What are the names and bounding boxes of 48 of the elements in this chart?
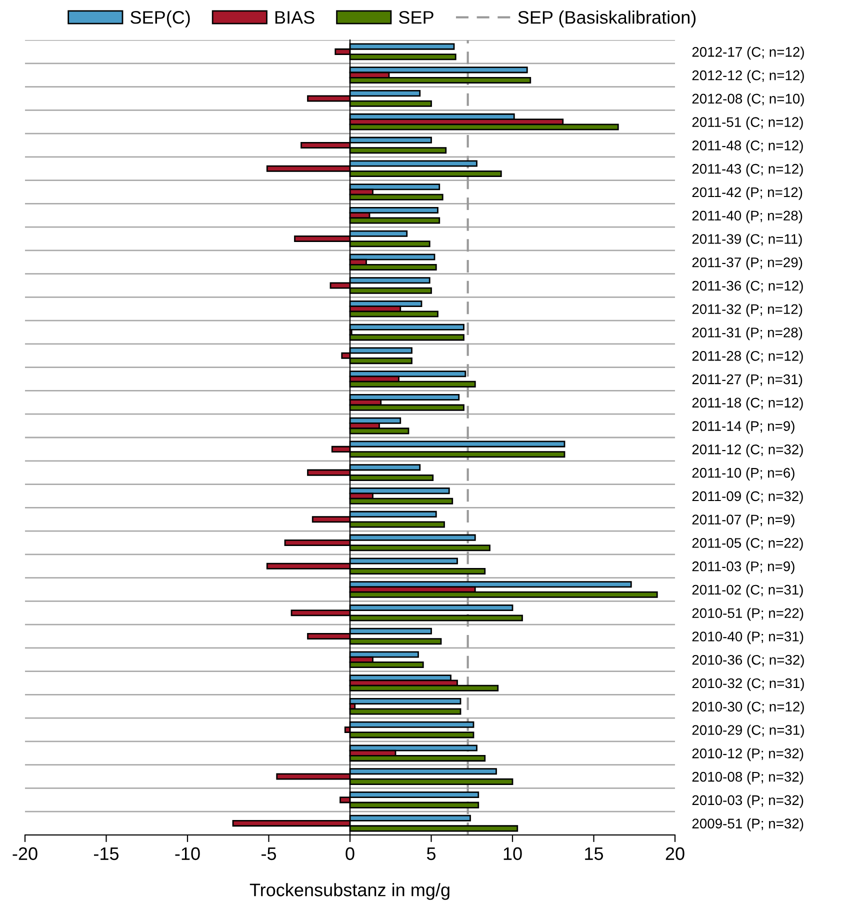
x-tick-label: 0	[346, 847, 354, 860]
y-tick-label: 2011-42 (P; n=12)	[692, 186, 802, 200]
y-tick-label: 2011-39 (C; n=11)	[692, 234, 802, 247]
y-tick-label: 2011-12 (C; n=32)	[692, 444, 803, 458]
y-tick-label: 2011-51 (C; n=12)	[692, 116, 803, 130]
y-tick-label: 2011-37 (P; n=29)	[692, 257, 802, 270]
y-tick-label: 2011-32 (P; n=12)	[692, 304, 802, 317]
x-tick-label: 20	[666, 847, 684, 860]
y-tick-label: 2011-43 (C; n=12)	[692, 164, 803, 177]
y-tick-label: 2010-03 (P; n=32)	[692, 794, 804, 808]
y-tick-label: 2011-40 (P; n=28)	[692, 210, 802, 224]
y-tick-label: 2011-27 (P; n=31)	[692, 374, 802, 387]
y-tick-label: 2010-12 (P; n=32)	[692, 748, 804, 762]
x-tick-label: -20	[12, 847, 38, 860]
x-tick-label: -15	[94, 847, 119, 860]
y-tick-label: 2011-10 (P; n=6)	[692, 468, 794, 480]
x-tick-label: 10	[504, 847, 522, 860]
y-tick-label: 2010-08 (P; n=32)	[692, 772, 804, 784]
x-tick-label: 15	[585, 847, 604, 860]
y-tick-label: 2010-32 (C; n=31)	[692, 678, 804, 691]
y-tick-label: 2011-28 (C; n=12)	[692, 350, 803, 364]
legend-label: BIAS	[275, 11, 314, 24]
y-tick-label: 2011-36 (C; n=12)	[692, 280, 803, 294]
y-tick-label: 2011-03 (P; n=9)	[692, 561, 794, 574]
legend-label: SEP (Basiskalibration)	[518, 10, 696, 28]
y-tick-label: 2009-51 (P; n=32)	[692, 818, 804, 832]
y-tick-label: 2010-51 (P; n=22)	[692, 608, 804, 621]
y-tick-label: 2010-30 (C; n=12)	[692, 701, 804, 714]
x-tick-label: -10	[175, 847, 200, 860]
x-tick-label: -5	[262, 847, 276, 860]
y-tick-label: 2011-02 (C; n=31)	[692, 584, 803, 598]
x-tick-label: 5	[426, 847, 436, 860]
y-tick-label: 2010-40 (P; n=31)	[692, 631, 804, 644]
y-tick-label: 2010-29 (C; n=31)	[692, 724, 804, 738]
y-tick-label: 2012-17 (C; n=12)	[692, 46, 804, 60]
y-tick-label: 2011-48 (C; n=12)	[692, 140, 803, 154]
y-tick-label: 2010-36 (C; n=32)	[692, 654, 804, 668]
legend-label: SEP(C)	[130, 10, 190, 28]
y-tick-label: 2011-07 (P; n=9)	[692, 514, 794, 528]
y-tick-label: 2012-08 (C; n=10)	[692, 93, 804, 106]
y-tick-label: 2011-14 (P; n=9)	[692, 420, 794, 434]
y-tick-label: 2012-12 (C; n=12)	[692, 70, 804, 83]
x-axis-title: Trockensubstanz in mg/g	[250, 883, 450, 900]
legend-label: SEP	[399, 11, 434, 24]
y-tick-label: 2011-31 (P; n=28)	[692, 327, 802, 340]
y-tick-label: 2011-05 (C; n=22)	[692, 538, 803, 551]
y-tick-label: 2011-18 (C; n=12)	[692, 397, 803, 410]
y-tick-label: 2011-09 (C; n=32)	[692, 490, 803, 504]
